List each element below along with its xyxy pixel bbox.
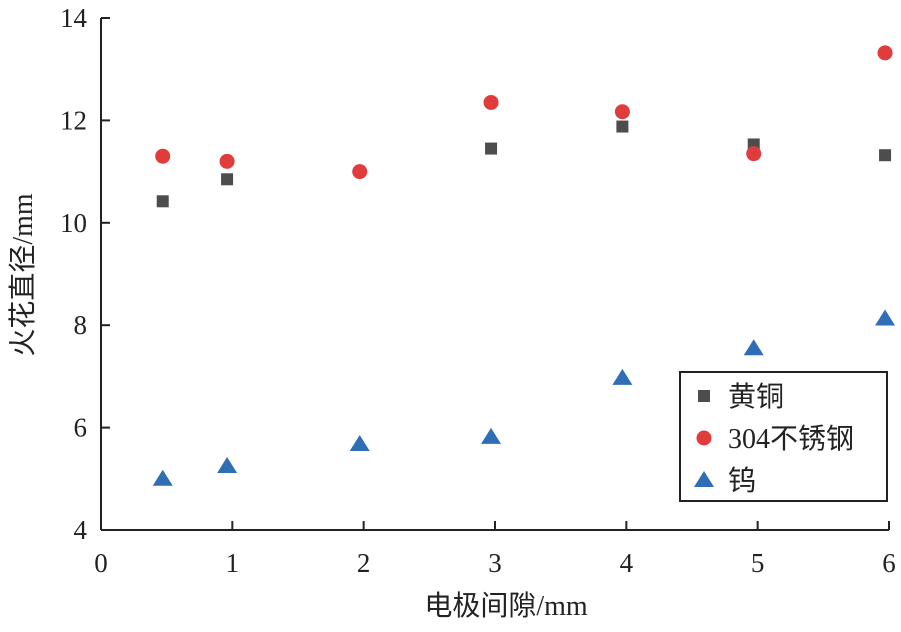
series-circle — [155, 45, 893, 180]
legend-label: 黄铜 — [728, 381, 784, 413]
plot-points — [152, 45, 896, 486]
data-point-square — [879, 149, 892, 162]
y-tick-label: 14 — [60, 3, 88, 33]
data-point-circle — [219, 153, 235, 169]
data-point-circle — [614, 104, 630, 120]
data-point-square — [221, 173, 234, 186]
y-tick-label: 4 — [74, 515, 88, 545]
x-tick-label: 2 — [357, 548, 371, 578]
legend-marker-square — [698, 390, 710, 402]
x-tick-label: 4 — [620, 548, 634, 578]
y-tick-label: 12 — [60, 105, 87, 135]
legend-label: 钨 — [728, 465, 756, 497]
y-tick-label: 8 — [74, 310, 88, 340]
data-point-circle — [877, 45, 893, 61]
x-tick-label: 3 — [488, 548, 502, 578]
x-tick-label: 1 — [226, 548, 240, 578]
data-point-triangle — [152, 469, 173, 486]
data-point-triangle — [217, 457, 238, 473]
legend-label: 304不锈钢 — [728, 423, 854, 455]
x-tick-label: 6 — [882, 548, 896, 578]
data-point-circle — [155, 148, 171, 164]
series-square — [156, 120, 892, 208]
data-point-circle — [352, 164, 368, 180]
data-point-triangle — [481, 427, 502, 444]
series-triangle — [152, 309, 896, 486]
data-point-circle — [483, 94, 499, 110]
legend-marker-triangle — [694, 471, 714, 487]
legend-marker-circle — [696, 430, 712, 446]
y-axis-title: 火花直径/mm — [7, 193, 39, 357]
data-point-circle — [746, 146, 762, 162]
x-tick-label: 0 — [94, 548, 108, 578]
data-point-square — [156, 195, 169, 208]
legend-box — [679, 371, 888, 502]
data-point-triangle — [743, 339, 764, 356]
y-tick-label: 10 — [60, 208, 87, 238]
data-point-triangle — [875, 309, 896, 326]
data-point-square — [616, 120, 629, 133]
y-tick-label: 6 — [74, 413, 88, 443]
data-point-triangle — [349, 434, 370, 451]
data-point-square — [485, 142, 498, 155]
x-axis-title: 电极间隙/mm — [424, 590, 588, 622]
x-tick-label: 5 — [751, 548, 765, 578]
data-point-triangle — [612, 368, 633, 385]
